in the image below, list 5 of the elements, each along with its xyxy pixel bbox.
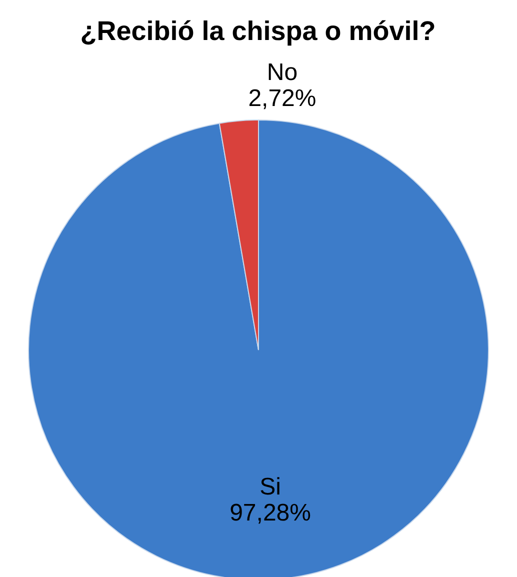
slice-label: No — [266, 59, 298, 86]
data-label: 2,72% — [248, 85, 316, 112]
data-label: 97,28% — [230, 499, 311, 526]
slice-label: Si — [260, 473, 281, 500]
chart-title: ¿Recibió la chispa o móvil? — [80, 16, 436, 46]
